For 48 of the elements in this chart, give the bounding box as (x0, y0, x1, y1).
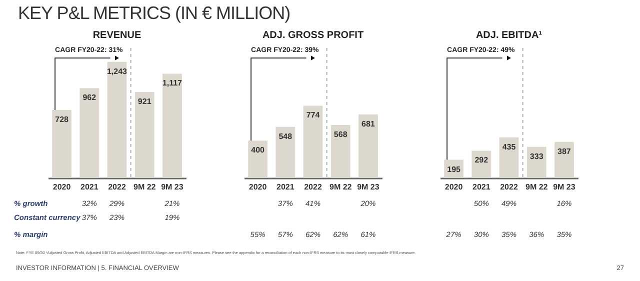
x-tick-label: 9M 22 (329, 182, 352, 192)
bar (248, 140, 268, 178)
chart-title: ADJ. GROSS PROFIT (262, 30, 364, 41)
x-tick-label: 2022 (108, 182, 126, 192)
data-label: 387 (558, 146, 572, 156)
data-label: 774 (306, 110, 320, 120)
x-tick-label: 9M 23 (161, 182, 184, 192)
x-tick-label: 2021 (276, 182, 295, 192)
bar (472, 150, 492, 178)
x-tick-label: 2020 (52, 182, 72, 192)
x-tick-label: 2021 (472, 182, 491, 192)
bar (107, 62, 127, 178)
data-label: 333 (530, 152, 544, 161)
data-label: 1,117 (162, 78, 183, 88)
x-tick-label: 9M 22 (133, 182, 156, 192)
bar (134, 92, 154, 178)
data-label: 195 (447, 164, 462, 174)
data-label: 1,243 (106, 66, 128, 76)
data-label: 292 (474, 156, 489, 165)
chart-title: ADJ. EBITDA¹ (476, 30, 543, 41)
x-tick-label: 2020 (444, 182, 464, 192)
data-label: 921 (138, 96, 152, 106)
chart-title: REVENUE (92, 30, 142, 41)
data-label: 435 (502, 142, 516, 152)
bar (276, 126, 296, 178)
x-tick-label: 2022 (500, 182, 518, 192)
data-label: 681 (362, 119, 376, 128)
bar (526, 146, 546, 178)
data-label: 548 (278, 132, 293, 141)
bar (554, 142, 574, 178)
x-tick-label: 9M 22 (525, 182, 548, 192)
data-label: 728 (55, 115, 70, 124)
bar (330, 124, 350, 178)
x-tick-label: 2020 (248, 182, 268, 192)
x-tick-label: 9M 23 (553, 182, 576, 192)
bar (52, 110, 72, 178)
bar (358, 114, 378, 178)
bar (162, 74, 182, 178)
data-label: 962 (82, 93, 97, 102)
bar (499, 137, 519, 178)
x-tick-label: 2022 (304, 182, 322, 192)
text: KEY P&L METRICS (IN € MILLION) (18, 3, 290, 24)
data-label: 568 (334, 130, 348, 139)
bar (303, 106, 323, 178)
bar (80, 88, 100, 178)
x-tick-label: 9M 23 (357, 182, 380, 192)
data-label: 400 (251, 146, 266, 155)
x-tick-label: 2021 (80, 182, 99, 192)
